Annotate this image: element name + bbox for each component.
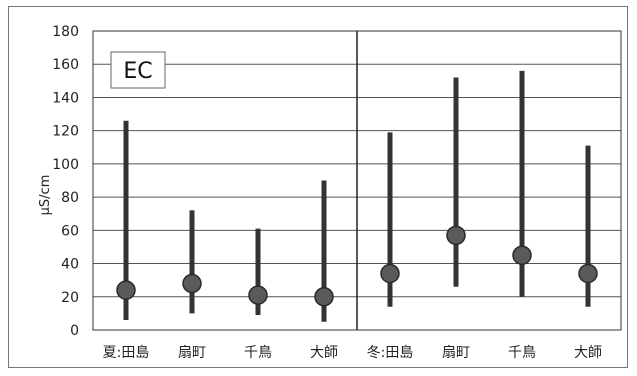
chart-frame: 0 20 40 60 80 100 120 140 160 180 夏:田島 扇町 千鳥 大師 冬:田島 扇… — [8, 6, 628, 368]
category-label: 冬:田島 — [367, 345, 414, 361]
category-label: 扇町 — [178, 345, 206, 361]
y-axis-label: μS/cm — [38, 175, 53, 216]
y-tick-label: 100 — [52, 157, 79, 173]
mean-dot — [512, 245, 532, 265]
mean-dot — [182, 273, 202, 294]
mean-dot — [446, 225, 466, 246]
category-label: 夏:田島 — [103, 345, 150, 361]
category-label: 千鳥 — [244, 345, 272, 361]
data-marks — [116, 70, 598, 322]
y-tick-label: 40 — [61, 257, 79, 273]
y-tick-label: 20 — [61, 290, 79, 306]
y-tick-label: 160 — [52, 57, 79, 73]
mean-dot — [314, 287, 334, 307]
mean-dot — [248, 285, 268, 305]
mean-dot — [116, 280, 136, 300]
category-labels: 夏:田島 扇町 千鳥 大師 冬:田島 扇町 千鳥 大師 — [103, 345, 602, 361]
y-tick-label: 80 — [61, 190, 79, 206]
y-tick-label: 180 — [52, 24, 79, 40]
category-label: 大師 — [574, 345, 602, 361]
y-tick-label: 60 — [61, 223, 79, 239]
tick-labels: 0 20 40 60 80 100 120 140 160 180 — [52, 24, 79, 339]
y-tick-label: 140 — [52, 90, 79, 106]
category-label: 大師 — [310, 345, 338, 361]
y-tick-label: 0 — [70, 323, 79, 339]
mean-dot — [380, 263, 400, 284]
category-label: 千鳥 — [508, 345, 536, 361]
legend-frame — [110, 51, 166, 89]
y-tick-label: 120 — [52, 124, 79, 140]
legend-label: EC — [123, 59, 152, 84]
grid-layer — [92, 30, 622, 331]
chart-svg: 0 20 40 60 80 100 120 140 160 180 夏:田島 扇町 千鳥 大師 冬:田島 扇… — [38, 24, 622, 361]
mean-dot — [578, 263, 598, 284]
legend-box: EC — [110, 51, 166, 89]
category-label: 扇町 — [442, 345, 470, 361]
